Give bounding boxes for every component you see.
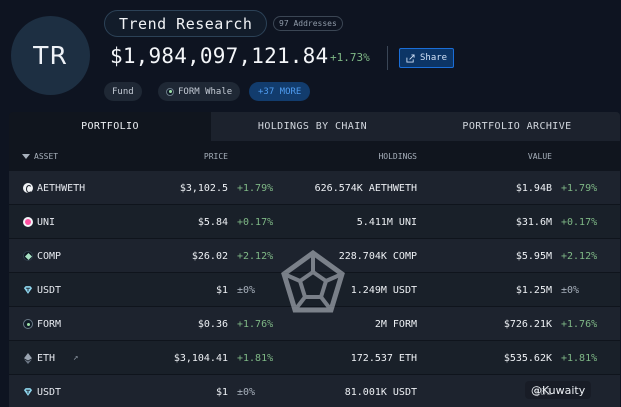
asset-value: $535.62K xyxy=(503,352,552,364)
column-asset-label: ASSET xyxy=(34,152,59,161)
usdt-token-icon xyxy=(23,375,33,407)
asset-price: $5.84 xyxy=(197,216,228,228)
column-asset-header[interactable]: ASSET xyxy=(22,152,58,161)
asset-holdings: 228.704K COMP xyxy=(338,250,417,262)
asset-symbol: USDT xyxy=(37,284,62,296)
asset-price: $1 xyxy=(215,284,228,296)
asset-symbol: USDT xyxy=(37,386,62,398)
asset-value: $1.25M xyxy=(515,284,552,296)
share-label: Share xyxy=(420,53,448,63)
more-tags-button[interactable]: +37 MORE xyxy=(249,82,311,101)
address-count-badge[interactable]: 97 Addresses xyxy=(273,16,343,31)
asset-symbol: UNI xyxy=(37,216,56,228)
asset-price: $0.36 xyxy=(197,318,228,330)
asset-holdings: 81.001K USDT xyxy=(344,386,417,398)
eth-token-icon xyxy=(23,341,33,375)
sort-desc-icon xyxy=(22,154,30,159)
portfolio-total-change: +1.73% xyxy=(330,51,370,64)
asset-value-change: +0.17% xyxy=(561,216,598,228)
asset-value-change: +1.76% xyxy=(561,318,598,330)
tag-fund[interactable]: Fund xyxy=(104,82,142,101)
asset-price-change: +1.81% xyxy=(237,352,274,364)
table-row[interactable]: USDT $1 ±0% 81.001K USDT $81 xyxy=(9,375,620,407)
tab-bar: PORTFOLIO HOLDINGS BY CHAIN PORTFOLIO AR… xyxy=(9,112,620,141)
form-token-icon xyxy=(23,307,33,341)
table-row[interactable]: UNI $5.84 +0.17% 5.411M UNI $31.6M +0.17… xyxy=(9,205,620,239)
header-divider xyxy=(387,46,388,70)
holdings-table: AETHWETH $3,102.5 +1.79% 626.574K AETHWE… xyxy=(9,171,620,407)
tag-fund-label: Fund xyxy=(112,86,134,97)
asset-price: $3,102.5 xyxy=(179,182,228,194)
more-tags-label: +37 MORE xyxy=(258,86,302,97)
asset-symbol: COMP xyxy=(37,250,62,262)
table-row[interactable]: ETH ↗ $3,104.41 +1.81% 172.537 ETH $535.… xyxy=(9,341,620,375)
comp-token-icon xyxy=(23,239,33,273)
asset-price-change: +2.12% xyxy=(237,250,274,262)
asset-holdings: 2M FORM xyxy=(374,318,417,330)
asset-holdings: 626.574K AETHWETH xyxy=(314,182,417,194)
avatar: TR xyxy=(11,16,90,95)
aethweth-token-icon xyxy=(23,171,33,205)
tag-form-whale[interactable]: FORM Whale xyxy=(158,82,241,101)
asset-value: $726.21K xyxy=(503,318,552,330)
share-icon xyxy=(406,53,415,63)
asset-symbol: FORM xyxy=(37,318,62,330)
asset-value-change: ±0% xyxy=(561,284,580,296)
table-row[interactable]: USDT $1 ±0% 1.249M USDT $1.25M ±0% xyxy=(9,273,620,307)
trend-arrow-icon: ↗ xyxy=(73,353,79,363)
asset-holdings: 172.537 ETH xyxy=(350,352,417,364)
asset-value: $1.94B xyxy=(515,182,552,194)
portfolio-total-value: $1,984,097,121.84 xyxy=(110,44,329,68)
table-row[interactable]: FORM $0.36 +1.76% 2M FORM $726.21K +1.76… xyxy=(9,307,620,341)
asset-price-change: +0.17% xyxy=(237,216,274,228)
usdt-token-icon xyxy=(23,273,33,307)
asset-value-change: +1.79% xyxy=(561,182,598,194)
asset-price-change: ±0% xyxy=(237,284,256,296)
column-holdings-header[interactable]: HOLDINGS xyxy=(378,152,417,161)
column-price-header[interactable]: PRICE xyxy=(203,152,228,161)
asset-symbol: AETHWETH xyxy=(37,182,86,194)
asset-price: $1 xyxy=(215,386,228,398)
column-value-header[interactable]: VALUE xyxy=(527,152,552,161)
asset-price-change: ±0% xyxy=(237,386,256,398)
asset-holdings: 1.249M USDT xyxy=(350,284,417,296)
table-row[interactable]: AETHWETH $3,102.5 +1.79% 626.574K AETHWE… xyxy=(9,171,620,205)
portfolio-panel: PORTFOLIO HOLDINGS BY CHAIN PORTFOLIO AR… xyxy=(9,112,620,407)
asset-value: $5.95M xyxy=(515,250,552,262)
tab-portfolio-archive[interactable]: PORTFOLIO ARCHIVE xyxy=(414,112,620,141)
asset-value-change: +1.81% xyxy=(561,352,598,364)
asset-value: $31.6M xyxy=(515,216,552,228)
asset-price: $26.02 xyxy=(191,250,228,262)
share-button[interactable]: Share xyxy=(399,48,455,68)
asset-symbol: ETH xyxy=(37,352,56,364)
tab-holdings-by-chain[interactable]: HOLDINGS BY CHAIN xyxy=(211,112,414,141)
watermark-credit: @Kuwaity xyxy=(525,381,592,399)
table-row[interactable]: COMP $26.02 +2.12% 228.704K COMP $5.95M … xyxy=(9,239,620,273)
asset-price-change: +1.76% xyxy=(237,318,274,330)
asset-value-change: +2.12% xyxy=(561,250,598,262)
entity-name: Trend Research xyxy=(104,10,268,37)
tag-form-whale-label: FORM Whale xyxy=(178,86,233,97)
tab-portfolio[interactable]: PORTFOLIO xyxy=(9,112,211,141)
table-header: ASSET PRICE HOLDINGS VALUE xyxy=(9,141,620,171)
asset-price-change: +1.79% xyxy=(237,182,274,194)
asset-holdings: 5.411M UNI xyxy=(356,216,417,228)
asset-price: $3,104.41 xyxy=(173,352,228,364)
form-token-icon xyxy=(166,87,174,96)
uni-token-icon xyxy=(23,205,33,239)
